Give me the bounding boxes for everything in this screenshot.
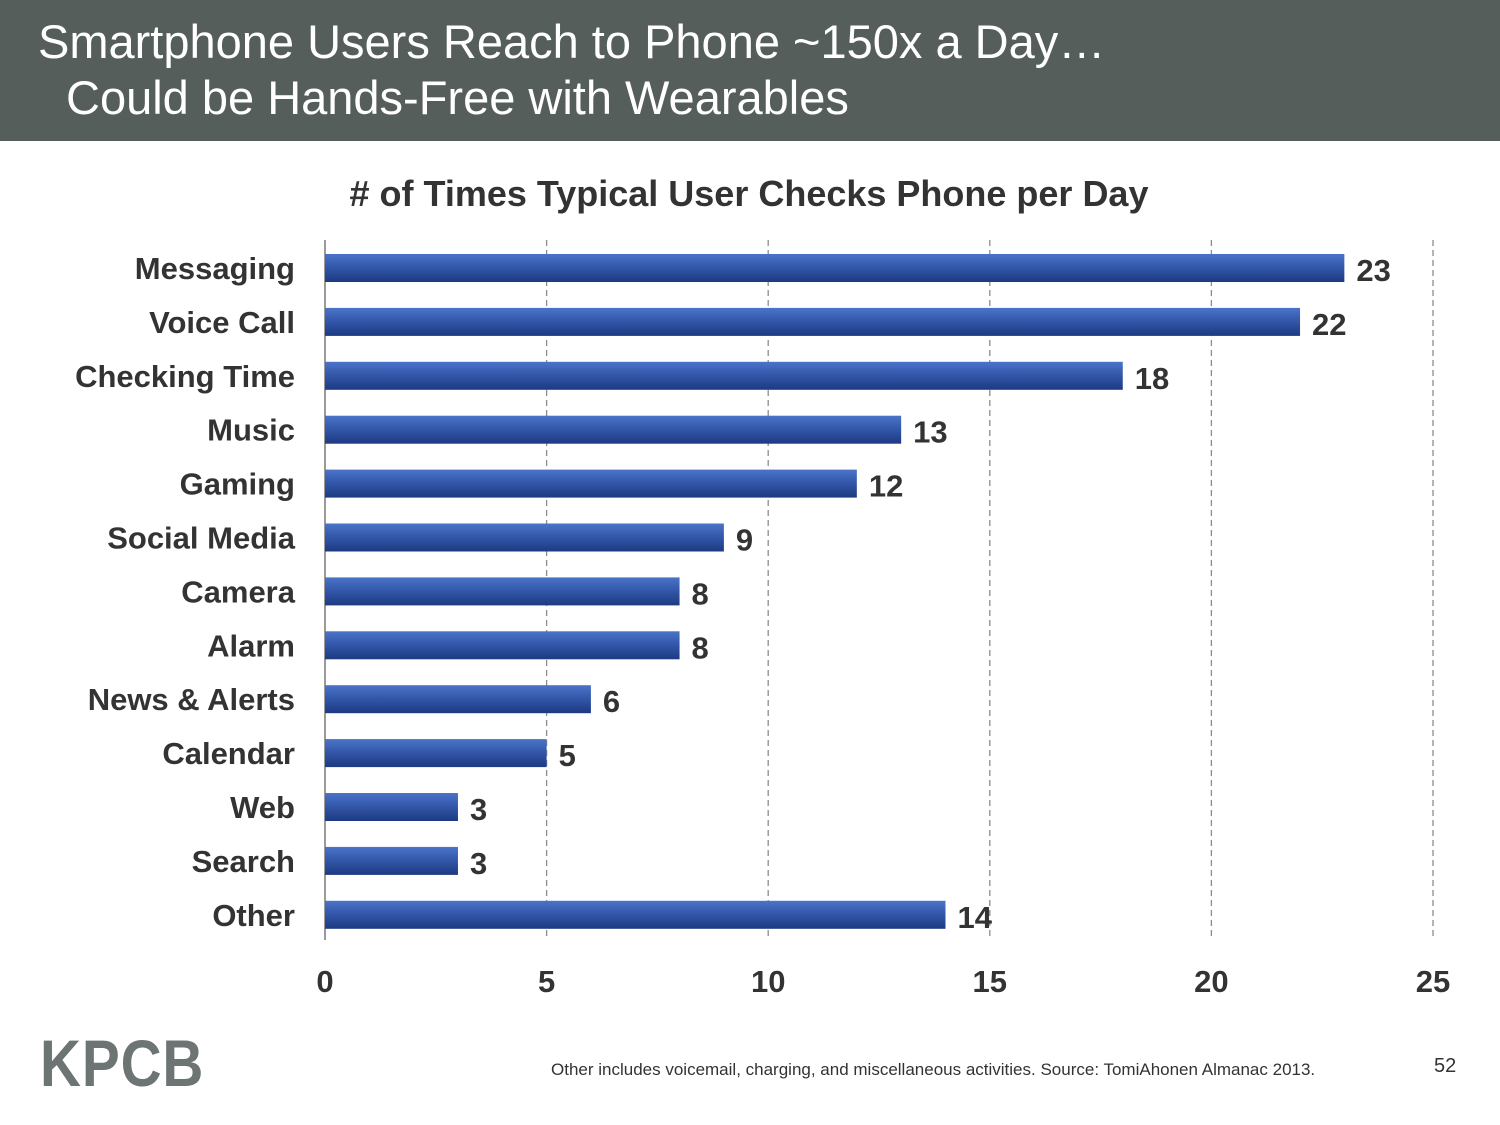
header-bar: Smartphone Users Reach to Phone ~150x a … [0, 0, 1500, 141]
category-label: Checking Time [75, 359, 295, 394]
bar [325, 254, 1345, 282]
bar [325, 900, 946, 929]
slide-title-line-1: Smartphone Users Reach to Phone ~150x a … [38, 15, 1106, 68]
category-label: Calendar [162, 736, 295, 771]
value-label: 8 [692, 576, 709, 611]
slide-title-line-2: Could be Hands-Free with Wearables [66, 71, 849, 124]
category-label: Gaming [180, 467, 295, 502]
bar [325, 469, 857, 498]
source-footnote: Other includes voicemail, charging, and … [551, 1060, 1316, 1079]
category-label: Other [212, 898, 295, 933]
value-label: 23 [1356, 253, 1390, 288]
x-tick-label: 5 [538, 964, 555, 999]
value-label: 5 [559, 738, 576, 773]
bar [325, 577, 680, 606]
category-label: Voice Call [149, 305, 295, 340]
category-label: Music [207, 413, 295, 448]
bar [325, 685, 591, 714]
value-label: 3 [470, 792, 487, 827]
bar-chart: # of Times Typical User Checks Phone per… [75, 173, 1450, 999]
page-number: 52 [1434, 1055, 1457, 1077]
value-label: 3 [470, 846, 487, 881]
category-label: Camera [181, 574, 295, 609]
kpcb-logo: KPCB [40, 1026, 205, 1100]
category-label: Messaging [135, 251, 295, 286]
x-tick-label: 10 [751, 964, 785, 999]
x-tick-label: 25 [1416, 964, 1450, 999]
x-tick-label: 20 [1194, 964, 1228, 999]
value-label: 8 [692, 630, 709, 665]
value-label: 6 [603, 684, 620, 719]
category-label: Web [230, 790, 295, 825]
chart-title: # of Times Typical User Checks Phone per… [350, 173, 1149, 214]
value-label: 13 [913, 415, 947, 450]
value-label: 14 [957, 900, 992, 935]
value-label: 9 [736, 523, 753, 558]
bar [325, 631, 680, 660]
value-label: 12 [869, 469, 903, 504]
bar [325, 846, 458, 875]
bar [325, 361, 1123, 390]
bar [325, 523, 724, 552]
bar [325, 793, 458, 821]
value-label: 18 [1135, 361, 1169, 396]
bar [325, 415, 902, 444]
x-tick-label: 15 [973, 964, 1007, 999]
category-label: News & Alerts [88, 682, 295, 717]
category-label: Search [192, 844, 295, 879]
value-label: 22 [1312, 307, 1346, 342]
category-label: Alarm [207, 628, 295, 663]
bar [325, 307, 1301, 336]
x-tick-label: 0 [316, 964, 333, 999]
bar [325, 739, 547, 768]
category-label: Social Media [107, 521, 296, 556]
